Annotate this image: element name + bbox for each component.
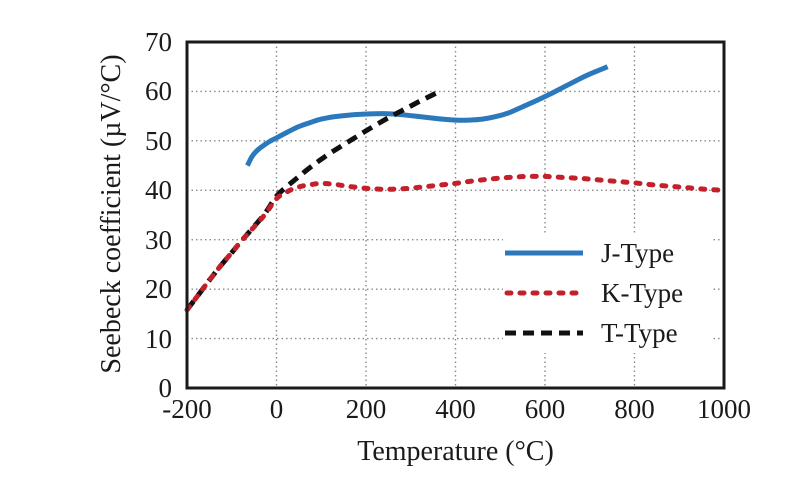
legend-item-j-type: J-Type xyxy=(503,233,711,273)
x-tick-label: 400 xyxy=(435,394,476,424)
y-tick-label: 40 xyxy=(145,175,172,206)
series-line-k-type xyxy=(184,173,725,313)
legend-label-t-type: T-Type xyxy=(601,317,678,348)
legend-label-k-type: K-Type xyxy=(601,277,684,308)
y-tick-label: 20 xyxy=(145,274,172,305)
y-tick-label: 0 xyxy=(158,373,173,403)
plot-frame xyxy=(185,40,726,390)
x-axis-title: Temperature (°C) xyxy=(357,436,554,467)
x-tick-label: -200 xyxy=(162,394,212,424)
y-tick-label: 60 xyxy=(145,76,172,107)
x-tick-label: 800 xyxy=(614,394,655,424)
x-tick-label: 0 xyxy=(269,394,284,424)
legend-item-k-type: K-Type xyxy=(503,273,711,313)
k-type-line-swatch xyxy=(503,288,585,298)
y-tick-label: 70 xyxy=(145,27,172,57)
y-tick-label: 30 xyxy=(145,224,172,255)
legend-item-t-type: T-Type xyxy=(503,313,711,353)
x-tick-label: 1000 xyxy=(697,394,751,424)
series-line-j-type xyxy=(245,64,609,167)
t-type-line-swatch xyxy=(503,328,585,338)
x-tick-label: 600 xyxy=(524,394,566,424)
j-type-line-swatch xyxy=(503,248,585,258)
y-tick-label: 10 xyxy=(145,323,172,354)
legend-label-j-type: J-Type xyxy=(601,237,675,268)
x-tick-label: 200 xyxy=(345,394,387,424)
series-line-t-type xyxy=(185,90,439,312)
y-tick-label: 50 xyxy=(145,125,172,156)
legend: J-Type K-Type T-Type xyxy=(503,233,711,353)
